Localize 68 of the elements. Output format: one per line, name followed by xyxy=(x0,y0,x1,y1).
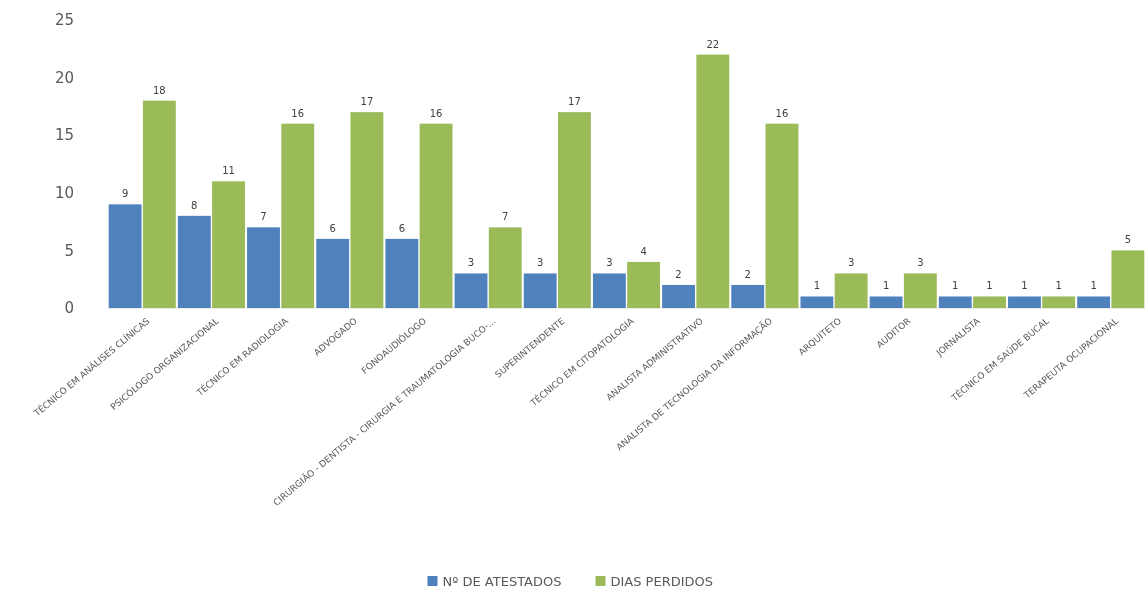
y-tick-label: 15 xyxy=(54,126,74,145)
legend-label: Nº DE ATESTADOS xyxy=(442,573,562,589)
bar xyxy=(281,123,315,308)
data-label: 6 xyxy=(329,222,336,234)
data-label: 7 xyxy=(260,211,267,223)
y-tick-label: 25 xyxy=(54,11,74,30)
bar xyxy=(765,123,799,308)
bar xyxy=(350,112,384,308)
y-tick-label: 0 xyxy=(64,299,74,318)
bar xyxy=(212,181,245,308)
bar xyxy=(592,273,626,308)
data-label: 1 xyxy=(882,280,890,292)
data-label: 9 xyxy=(121,188,129,200)
data-label: 1 xyxy=(952,280,959,292)
data-label: 16 xyxy=(291,107,305,119)
data-label: 1 xyxy=(1021,280,1028,292)
bar xyxy=(973,296,1006,308)
bar xyxy=(834,273,868,308)
bar xyxy=(247,227,280,308)
data-label: 18 xyxy=(153,84,166,96)
data-label: 3 xyxy=(606,257,613,269)
bar xyxy=(1008,296,1041,308)
data-label: 3 xyxy=(847,257,855,269)
data-label: 1 xyxy=(1090,280,1097,292)
bar xyxy=(108,204,142,308)
y-tick-label: 10 xyxy=(54,184,74,203)
bar xyxy=(938,296,972,308)
bar xyxy=(731,284,765,308)
data-label: 16 xyxy=(775,107,789,119)
legend-label: DIAS PERDIDOS xyxy=(610,573,714,589)
data-label: 1 xyxy=(986,280,993,292)
bar xyxy=(523,273,557,308)
data-label: 6 xyxy=(398,222,406,234)
data-label: 1 xyxy=(813,280,821,292)
data-label: 22 xyxy=(706,38,720,50)
data-label: 8 xyxy=(191,199,198,211)
bar xyxy=(869,296,903,308)
data-label: 17 xyxy=(360,96,374,108)
data-label: 17 xyxy=(568,96,581,108)
bar xyxy=(558,112,591,308)
bar xyxy=(488,227,522,308)
bar xyxy=(385,238,419,308)
bar xyxy=(662,284,695,308)
bar xyxy=(627,261,661,308)
bar xyxy=(1111,250,1145,308)
bar xyxy=(1042,296,1076,308)
data-label: 3 xyxy=(917,257,924,269)
data-label: 4 xyxy=(640,245,647,257)
data-label: 11 xyxy=(222,165,235,177)
y-tick-label: 5 xyxy=(64,241,74,260)
bar xyxy=(696,54,730,308)
data-label: 2 xyxy=(675,268,682,280)
data-label: 16 xyxy=(429,107,443,119)
bar xyxy=(903,273,937,308)
data-label: 5 xyxy=(1124,234,1132,246)
bar xyxy=(316,238,350,308)
bar xyxy=(419,123,453,308)
data-label: 7 xyxy=(502,211,509,223)
data-label: 2 xyxy=(744,268,751,280)
bar xyxy=(142,100,176,308)
bar xyxy=(800,296,834,308)
bar xyxy=(177,215,211,308)
data-label: 3 xyxy=(467,257,475,269)
bar xyxy=(1077,296,1111,308)
data-label: 3 xyxy=(537,257,544,269)
y-tick-label: 20 xyxy=(54,68,74,87)
data-label: 1 xyxy=(1055,280,1062,292)
bar xyxy=(454,273,488,308)
